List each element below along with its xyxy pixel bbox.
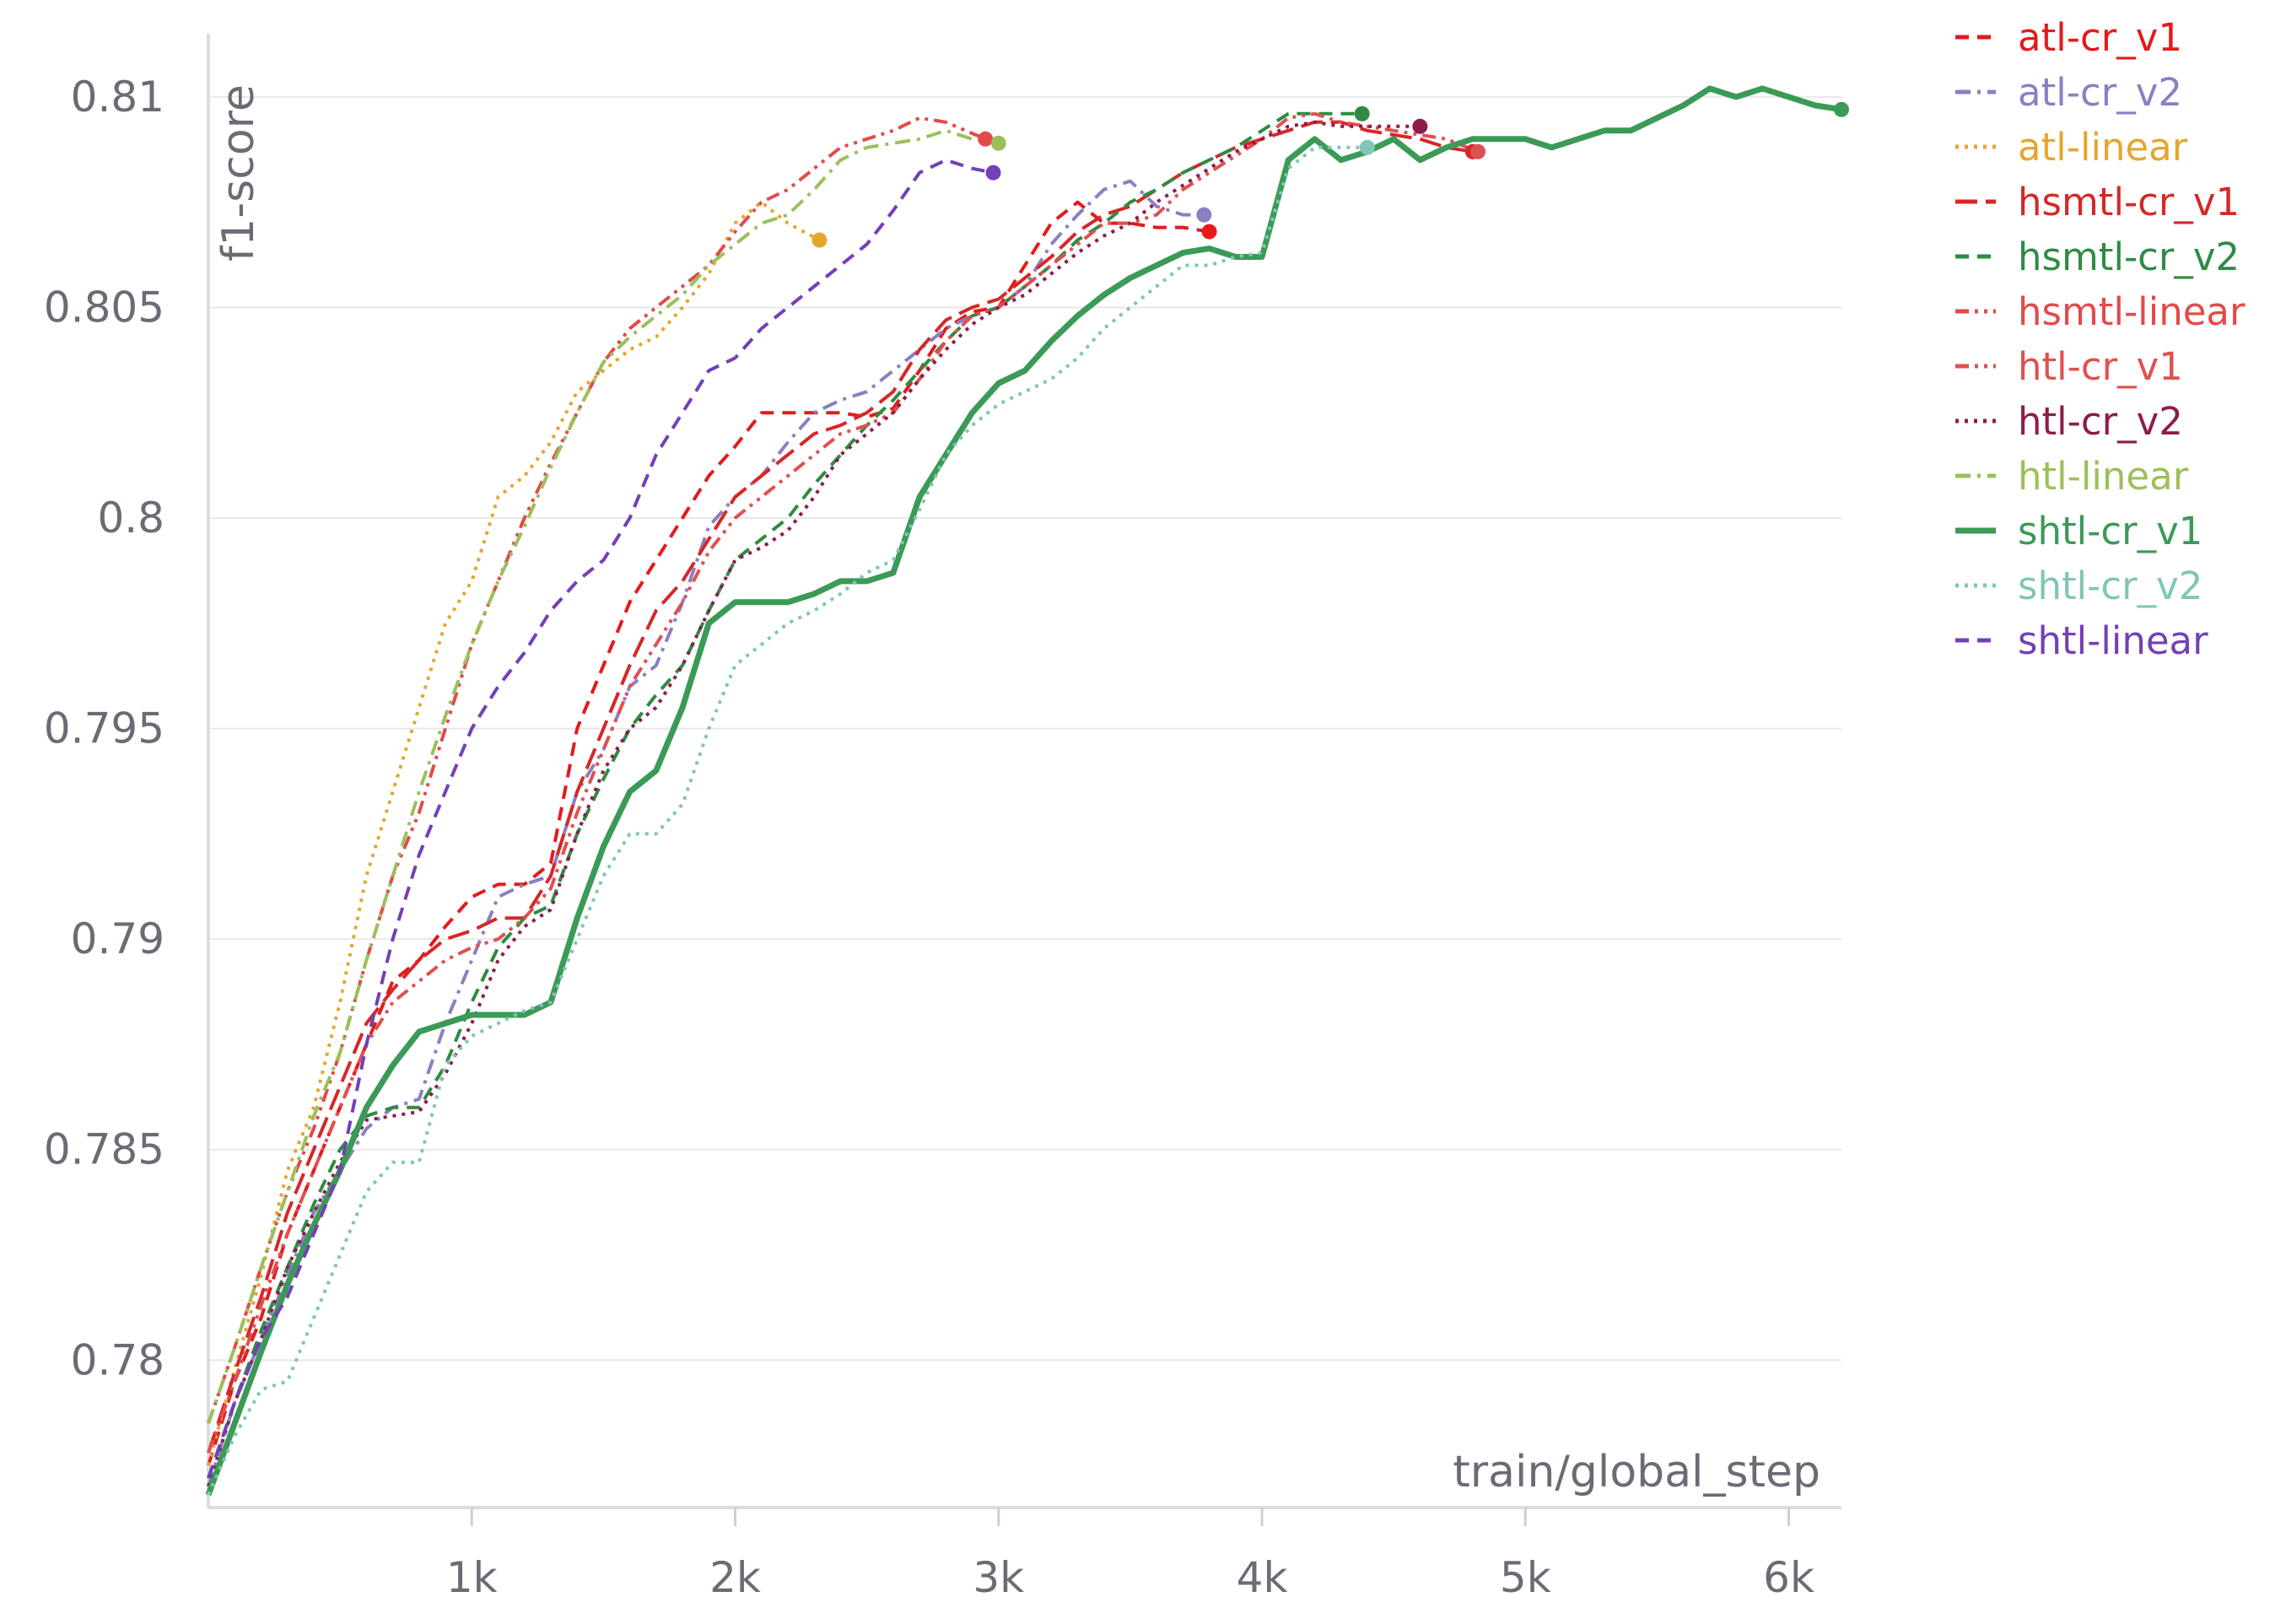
y-tick-label: 0.795 xyxy=(44,704,164,753)
legend-item-shtl-cr_v2[interactable]: shtl-cr_v2 xyxy=(1955,564,2202,608)
series-endpoint-atl-cr_v1 xyxy=(1201,224,1217,240)
legend-item-hsmtl-linear[interactable]: hsmtl-linear xyxy=(1955,289,2246,334)
series-endpoint-atl-linear xyxy=(811,232,828,248)
legend[interactable]: atl-cr_v1 atl-cr_v2 atl-linear hsmtl-cr_v1h… xyxy=(1955,15,2246,663)
legend-label: shtl-linear xyxy=(2018,618,2208,663)
series-line-shtl-cr_v2 xyxy=(207,145,1367,1496)
series-endpoint-atl-cr_v2 xyxy=(1196,207,1212,223)
x-tick-label: 2k xyxy=(709,1553,761,1602)
legend-label: atl-cr_v1 xyxy=(2018,15,2182,60)
series-endpoint-htl-linear xyxy=(990,135,1006,151)
series-line-htl-linear xyxy=(207,128,1000,1424)
y-tick-labels: 0.78 0.785 0.79 0.795 0.8 0.805 0.81 xyxy=(44,73,164,1384)
legend-label: htl-cr_v2 xyxy=(2018,399,2183,444)
axes xyxy=(207,34,1841,1509)
x-tick-label: 1k xyxy=(446,1553,498,1602)
series-endpoint-shtl-cr_v1 xyxy=(1834,101,1849,117)
y-tick-label: 0.79 xyxy=(71,915,164,963)
y-tick-label: 0.78 xyxy=(71,1335,164,1384)
series-line-atl-cr_v1 xyxy=(207,200,1210,1466)
x-axis-label: train/global_step xyxy=(1453,1447,1820,1497)
legend-item-htl-linear[interactable]: htl-linear xyxy=(1955,454,2189,499)
series-line-hsmtl-cr_v2 xyxy=(207,111,1362,1479)
y-axis-label: f1-score xyxy=(213,84,264,262)
x-tick-labels: 1k 2k 3k 4k 5k 6k xyxy=(446,1508,1814,1602)
legend-label: atl-linear xyxy=(2018,125,2188,170)
y-tick-label: 0.785 xyxy=(44,1125,164,1174)
y-tick-label: 0.81 xyxy=(71,73,164,121)
gridlines xyxy=(208,95,1841,1362)
x-tick-label: 3k xyxy=(973,1553,1024,1602)
legend-item-htl-cr_v2[interactable]: htl-cr_v2 xyxy=(1955,399,2183,444)
series-endpoint-shtl-cr_v2 xyxy=(1359,139,1375,155)
legend-item-hsmtl-cr_v1[interactable]: hsmtl-cr_v1 xyxy=(1955,180,2240,224)
series-line-htl-cr_v2 xyxy=(207,120,1421,1487)
legend-label: htl-cr_v1 xyxy=(2018,344,2183,389)
legend-label: hsmtl-cr_v1 xyxy=(2018,180,2240,224)
x-tick-label: 4k xyxy=(1237,1553,1288,1602)
legend-item-shtl-linear[interactable]: shtl-linear xyxy=(1955,618,2208,663)
series-line-htl-cr_v1 xyxy=(207,111,1479,1454)
series-endpoint-hsmtl-cr_v2 xyxy=(1354,105,1370,121)
series-line-shtl-cr_v1 xyxy=(205,85,1842,1497)
legend-item-atl-linear[interactable]: atl-linear xyxy=(1955,125,2188,170)
y-tick-label: 0.805 xyxy=(44,283,164,332)
legend-label: htl-linear xyxy=(2018,454,2189,499)
legend-label: shtl-cr_v2 xyxy=(2018,564,2202,608)
series-line-hsmtl-cr_v1 xyxy=(207,120,1474,1454)
legend-item-shtl-cr_v1[interactable]: shtl-cr_v1 xyxy=(1955,509,2202,553)
legend-item-htl-cr_v1[interactable]: htl-cr_v1 xyxy=(1955,344,2183,389)
legend-label: hsmtl-cr_v2 xyxy=(2018,235,2240,279)
series-lines xyxy=(205,85,1842,1497)
series-line-atl-linear xyxy=(207,200,821,1466)
series-line-hsmtl-linear xyxy=(207,116,986,1424)
series-line-shtl-linear xyxy=(207,158,994,1479)
x-tick-label: 5k xyxy=(1500,1553,1551,1602)
legend-label: shtl-cr_v1 xyxy=(2018,509,2202,553)
series-endpoints xyxy=(811,101,1849,248)
series-endpoint-htl-cr_v1 xyxy=(1470,143,1486,159)
legend-label: atl-cr_v2 xyxy=(2018,70,2182,115)
legend-item-hsmtl-cr_v2[interactable]: hsmtl-cr_v2 xyxy=(1955,235,2240,279)
legend-label: hsmtl-linear xyxy=(2018,289,2246,334)
x-tick-label: 6k xyxy=(1763,1553,1814,1602)
y-tick-label: 0.8 xyxy=(97,494,164,542)
legend-item-atl-cr_v1[interactable]: atl-cr_v1 xyxy=(1955,15,2182,60)
legend-item-atl-cr_v2[interactable]: atl-cr_v2 xyxy=(1955,70,2182,115)
series-endpoint-hsmtl-linear xyxy=(978,131,994,147)
series-endpoint-shtl-linear xyxy=(985,165,1001,181)
series-endpoint-htl-cr_v2 xyxy=(1412,118,1428,134)
